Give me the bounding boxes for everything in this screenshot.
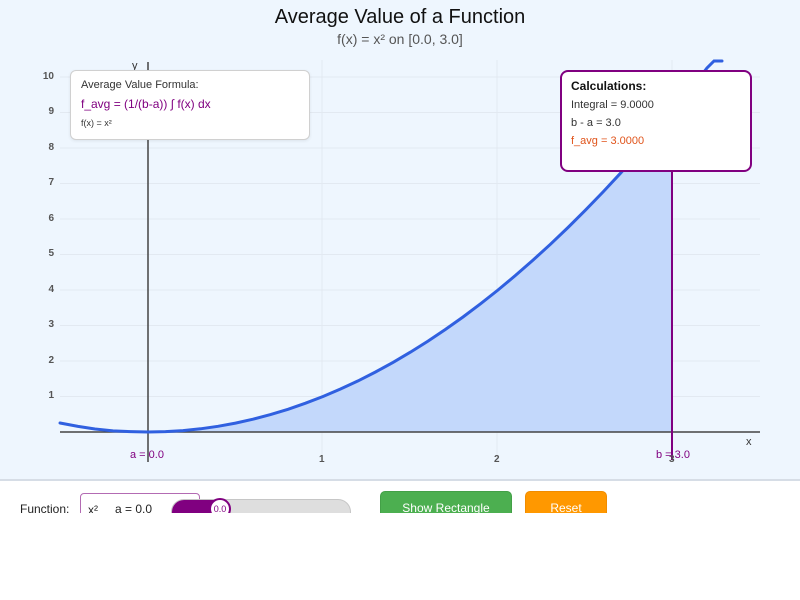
a-slider-thumb[interactable]: 0.0 (209, 498, 231, 513)
y-tick: 5 (48, 248, 54, 259)
show-rectangle-button[interactable]: Show Rectangle (380, 491, 512, 513)
chart-title: Average Value of a Function (274, 6, 526, 28)
y-tick: 2 (48, 355, 54, 366)
formula-heading: Average Value Formula: (81, 79, 199, 91)
controls-panel: Function: x² a = 0.0 0.0 Show Rectangle … (0, 481, 800, 513)
chart-subtitle: f(x) = x² on [0.0, 3.0] (337, 31, 463, 47)
a-bound-label: a = 0.0 (130, 449, 164, 461)
chart-canvas (58, 59, 760, 462)
y-axis-name: y (132, 60, 138, 72)
y-tick: 6 (48, 213, 54, 224)
x-tick: 3 (669, 454, 675, 465)
formula-text: f_avg = (1/(b-a)) ∫ f(x) dx (81, 97, 211, 111)
function-text: f(x) = x² (81, 118, 112, 128)
y-tick: 3 (48, 319, 54, 330)
integral-value: Integral = 9.0000 (571, 99, 654, 111)
x-axis-name: x (746, 436, 752, 448)
calculations-box: Calculations: Integral = 9.0000 b - a = … (560, 70, 752, 172)
a-slider-label: a = 0.0 (115, 502, 153, 513)
reset-button[interactable]: Reset (525, 491, 607, 513)
formula-box: Average Value Formula: f_avg = (1/(b-a))… (70, 70, 310, 140)
function-select-value: x² (88, 503, 98, 513)
y-tick: 1 (48, 390, 54, 401)
plot-area: Average Value of a Function f(x) = x² on… (0, 0, 800, 481)
y-tick: 4 (48, 284, 54, 295)
y-tick: 9 (48, 106, 54, 117)
area-under-curve (148, 112, 672, 432)
b-bound-label: b = 3.0 (656, 449, 690, 461)
interval-width-value: b - a = 3.0 (571, 117, 621, 129)
y-tick: 8 (48, 142, 54, 153)
y-tick: 10 (42, 71, 54, 82)
function-label: Function: (20, 502, 70, 513)
calculations-heading: Calculations: (571, 79, 647, 93)
favg-value: f_avg = 3.0000 (571, 135, 645, 147)
y-tick: 7 (48, 177, 54, 188)
x-tick: 1 (319, 454, 325, 465)
x-tick: 2 (494, 454, 500, 465)
a-slider[interactable] (171, 499, 351, 513)
